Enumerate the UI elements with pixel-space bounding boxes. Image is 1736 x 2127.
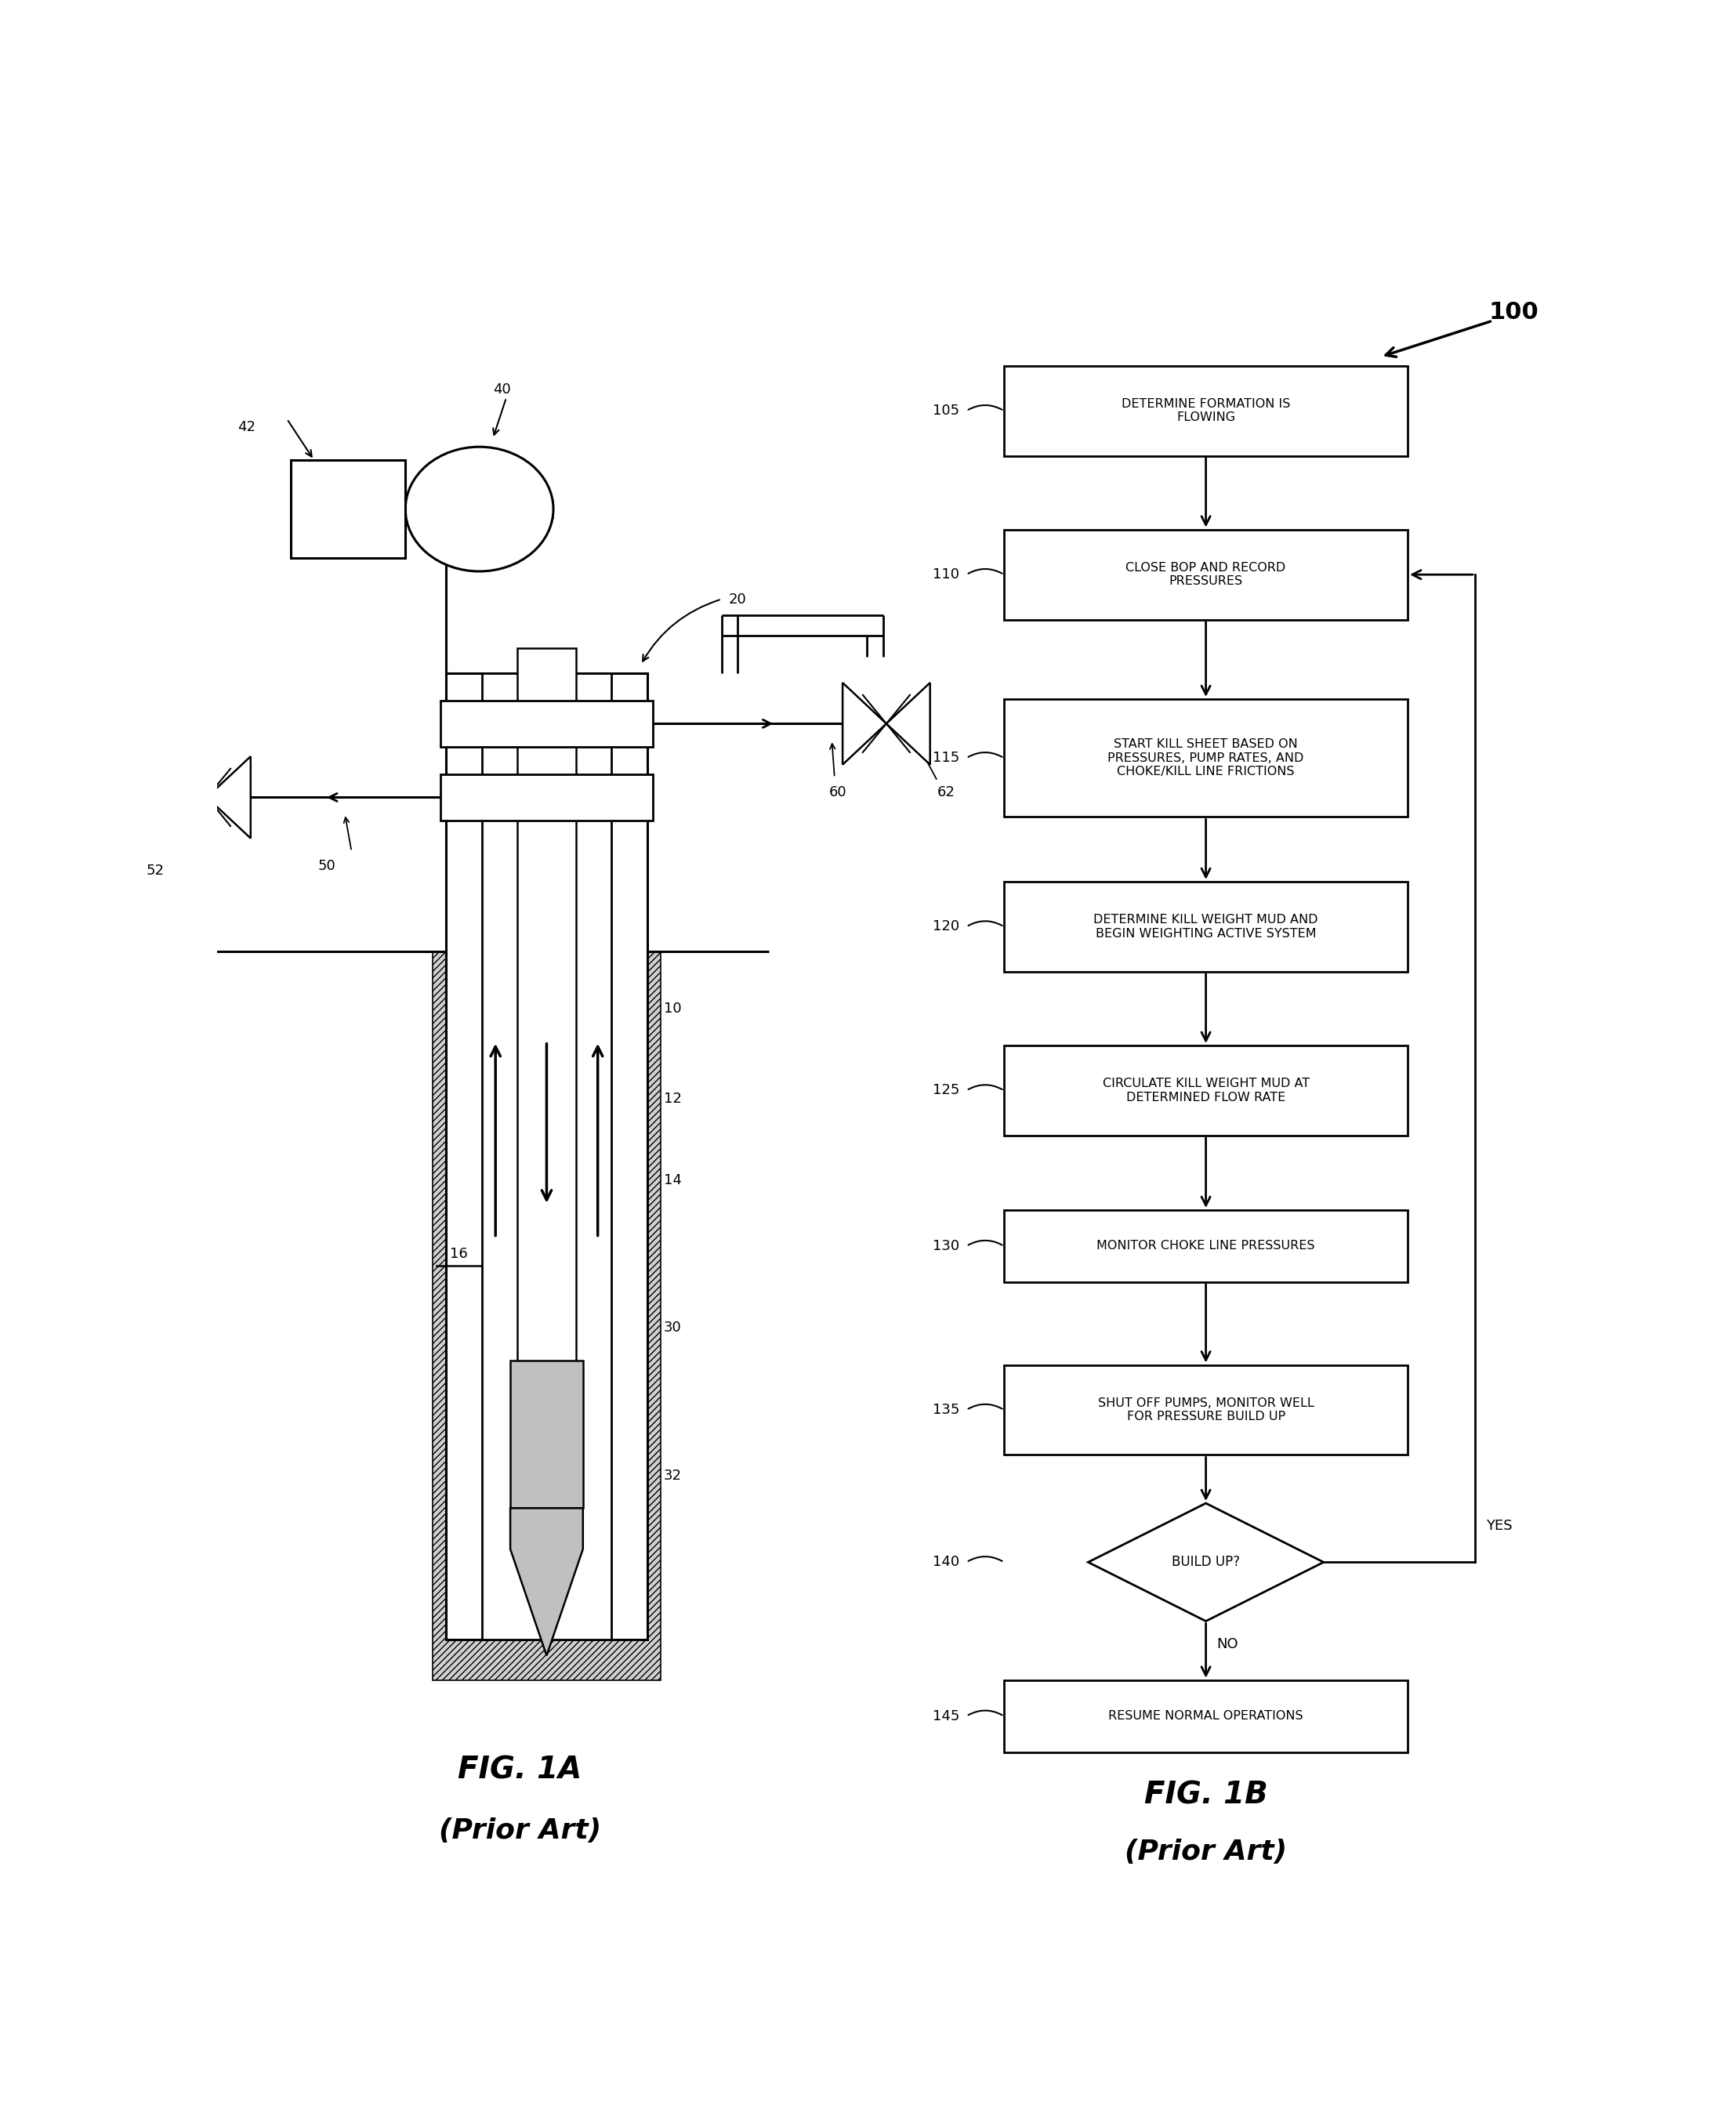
Text: 32: 32 [663,1468,682,1483]
Bar [510,1361,583,1508]
Bar [1003,366,1408,455]
Text: 20: 20 [729,591,746,606]
Text: CIRCULATE KILL WEIGHT MUD AT
DETERMINED FLOW RATE: CIRCULATE KILL WEIGHT MUD AT DETERMINED … [1102,1078,1309,1104]
Text: 50: 50 [318,859,335,874]
Text: MONITOR CHOKE LINE PRESSURES: MONITOR CHOKE LINE PRESSURES [1097,1240,1314,1253]
Bar [1003,700,1408,817]
Text: 130: 130 [932,1240,960,1253]
Text: 105: 105 [932,404,960,417]
Text: SHUT OFF PUMPS, MONITOR WELL
FOR PRESSURE BUILD UP: SHUT OFF PUMPS, MONITOR WELL FOR PRESSUR… [1097,1397,1314,1423]
Text: START KILL SHEET BASED ON
PRESSURES, PUMP RATES, AND
CHOKE/KILL LINE FRICTIONS: START KILL SHEET BASED ON PRESSURES, PUM… [1108,738,1304,778]
Text: DETERMINE FORMATION IS
FLOWING: DETERMINE FORMATION IS FLOWING [1121,398,1290,423]
Bar [517,649,576,1508]
Text: 110: 110 [932,568,960,581]
Text: FIG. 1B: FIG. 1B [1144,1780,1267,1810]
Text: 30: 30 [663,1321,682,1336]
Text: 16: 16 [450,1246,469,1261]
Text: 60: 60 [830,785,847,800]
Text: 140: 140 [932,1555,960,1570]
Bar [483,672,611,1640]
Bar [432,951,661,1680]
Bar [441,774,653,821]
Bar [292,459,406,557]
Text: NO: NO [1217,1638,1238,1653]
Polygon shape [207,757,250,838]
Text: 14: 14 [663,1174,682,1187]
Text: 12: 12 [663,1091,682,1106]
Text: 42: 42 [238,421,255,434]
Text: 10: 10 [663,1002,682,1017]
Text: 125: 125 [932,1083,960,1098]
Text: CLOSE BOP AND RECORD
PRESSURES: CLOSE BOP AND RECORD PRESSURES [1127,562,1286,587]
Bar [1003,1366,1408,1455]
Text: RESUME NORMAL OPERATIONS: RESUME NORMAL OPERATIONS [1109,1710,1304,1723]
Text: BUILD UP?: BUILD UP? [1172,1555,1240,1570]
Polygon shape [1088,1504,1323,1621]
Text: DETERMINE KILL WEIGHT MUD AND
BEGIN WEIGHTING ACTIVE SYSTEM: DETERMINE KILL WEIGHT MUD AND BEGIN WEIG… [1094,915,1318,940]
Bar [446,672,648,1640]
Text: 52: 52 [146,864,165,878]
Bar [441,700,653,747]
Text: (Prior Art): (Prior Art) [439,1816,601,1844]
Polygon shape [842,683,887,764]
Polygon shape [887,683,930,764]
Bar [1003,883,1408,972]
Text: 135: 135 [932,1404,960,1417]
Bar [1003,530,1408,619]
Ellipse shape [404,447,554,572]
Text: 145: 145 [932,1710,960,1723]
Bar [1003,1046,1408,1136]
Text: 100: 100 [1488,302,1538,323]
Text: YES: YES [1486,1519,1512,1534]
Bar [1003,1210,1408,1283]
Text: 115: 115 [932,751,960,766]
Polygon shape [163,757,207,838]
Text: (Prior Art): (Prior Art) [1125,1838,1286,1865]
Text: 62: 62 [937,785,955,800]
Bar [1003,1680,1408,1753]
Text: FIG. 1A: FIG. 1A [458,1755,582,1785]
Text: 40: 40 [493,383,510,396]
Polygon shape [510,1508,583,1655]
Text: 120: 120 [932,919,960,934]
